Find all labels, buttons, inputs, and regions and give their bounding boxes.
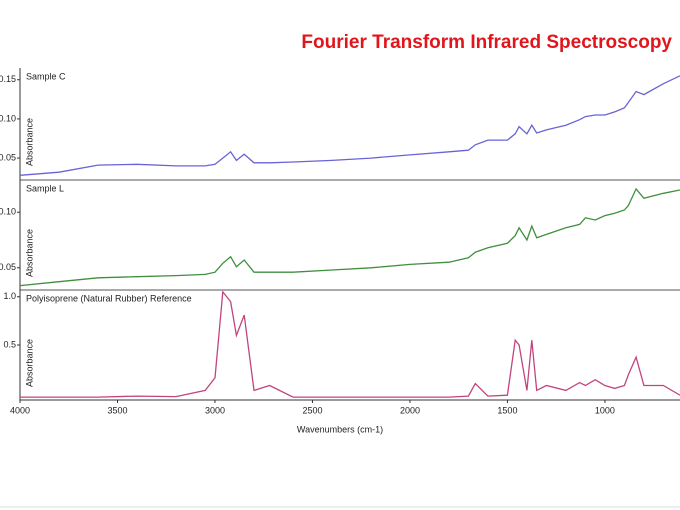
y-tick-label: 0.10 <box>0 113 16 123</box>
y-axis-label: Absorbance <box>24 229 34 277</box>
x-axis-label: Wavenumbers (cm-1) <box>297 424 383 434</box>
spectrum-line <box>20 290 680 398</box>
x-tick-label: 1500 <box>497 405 517 415</box>
y-tick-label: 0.05 <box>0 152 16 162</box>
y-tick-label: 0.15 <box>0 74 16 84</box>
x-tick-label: 3000 <box>205 405 225 415</box>
y-tick-label: 0.5 <box>3 339 16 349</box>
y-tick-label: 0.05 <box>0 262 16 272</box>
y-tick-label: 1.0 <box>3 291 16 301</box>
spectrum-line <box>19 75 680 176</box>
y-tick-label: 0.10 <box>0 207 16 217</box>
chart-title: Fourier Transform Infrared Spectroscopy <box>301 32 672 53</box>
x-tick-label: 4000 <box>10 405 30 415</box>
y-axis-label: Absorbance <box>24 339 34 387</box>
x-tick-label: 2500 <box>302 405 322 415</box>
x-tick-label: 3500 <box>107 405 127 415</box>
panel-label: Sample C <box>26 71 66 81</box>
panel-label: Sample L <box>26 183 64 193</box>
x-tick-label: 1000 <box>595 405 615 415</box>
spectrum-line <box>19 187 680 287</box>
y-axis-label: Absorbance <box>24 118 34 166</box>
x-tick-label: 2000 <box>400 405 420 415</box>
panel-label: Polyisoprene (Natural Rubber) Reference <box>26 293 192 303</box>
